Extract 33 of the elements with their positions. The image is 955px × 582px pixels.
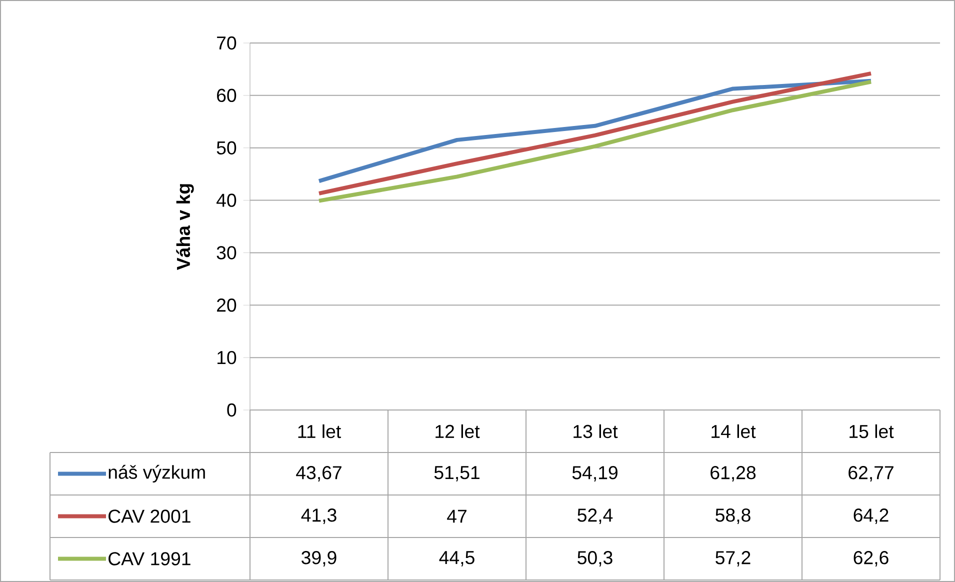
data-label: 50,3: [578, 551, 612, 566]
y-axis-title: Váha v kg: [176, 184, 194, 270]
y-tick-label: 60: [217, 88, 236, 102]
data-label: 52,4: [578, 508, 613, 524]
data-label: 57,2: [716, 551, 750, 566]
legend-label: náš výzkum: [108, 464, 205, 483]
data-label: 51,51: [434, 466, 480, 482]
x-tick-label: 15 let: [850, 424, 894, 438]
y-tick-label: 20: [217, 298, 236, 312]
data-label: 54,19: [572, 466, 618, 482]
data-label: 62,6: [854, 551, 888, 566]
line-series: [317, 78, 874, 184]
data-label: 61,28: [710, 466, 756, 482]
data-label: 41,3: [301, 508, 336, 524]
data-label: 47: [447, 510, 466, 523]
x-tick-label: 13 let: [574, 424, 618, 438]
y-tick-label: 70: [217, 36, 236, 50]
data-label: 62,77: [848, 466, 894, 482]
data-label: 64,2: [854, 508, 888, 524]
y-tick-label: 10: [218, 350, 236, 364]
data-label: 43,67: [296, 466, 342, 482]
y-tick-label: 40: [216, 194, 236, 207]
y-tick-label: 50: [216, 141, 236, 154]
x-tick-label: 11 let: [298, 424, 341, 438]
y-tick-label: 0: [227, 403, 236, 417]
x-tick-label: 12 let: [436, 424, 480, 438]
legend-label: CAV 1991: [108, 552, 190, 566]
data-label: 58,8: [716, 508, 750, 524]
legend-label: CAV 2001: [108, 510, 190, 523]
x-tick-label: 14 let: [712, 424, 756, 438]
data-label: 44,5: [439, 551, 474, 566]
y-tick-label: 30: [216, 246, 236, 260]
data-label: 39,9: [302, 551, 336, 566]
